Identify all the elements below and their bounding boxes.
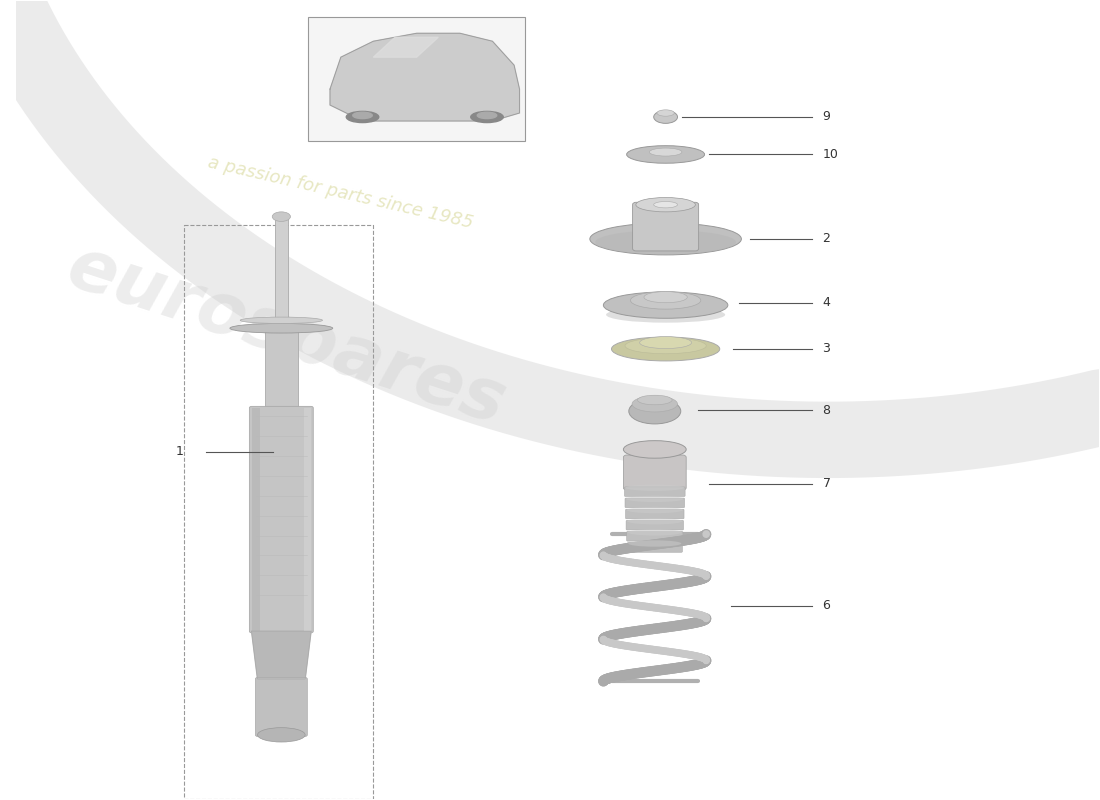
Text: 2: 2	[823, 233, 830, 246]
Ellipse shape	[638, 395, 672, 405]
Ellipse shape	[624, 441, 686, 458]
Ellipse shape	[632, 396, 678, 412]
Text: a passion for parts since 1985: a passion for parts since 1985	[207, 154, 475, 232]
Ellipse shape	[649, 148, 682, 156]
Ellipse shape	[240, 317, 322, 323]
Ellipse shape	[626, 496, 683, 502]
FancyBboxPatch shape	[625, 498, 684, 508]
FancyBboxPatch shape	[252, 408, 261, 631]
Ellipse shape	[626, 485, 684, 491]
Bar	[184, 225, 373, 798]
Ellipse shape	[630, 291, 701, 309]
Ellipse shape	[346, 111, 378, 122]
Ellipse shape	[625, 338, 706, 354]
Ellipse shape	[639, 337, 692, 349]
FancyBboxPatch shape	[627, 531, 683, 541]
Text: 8: 8	[823, 404, 830, 417]
Ellipse shape	[272, 212, 290, 222]
Text: 10: 10	[823, 148, 838, 161]
FancyBboxPatch shape	[255, 678, 307, 737]
Ellipse shape	[629, 398, 681, 424]
Ellipse shape	[657, 110, 674, 116]
Ellipse shape	[595, 230, 736, 254]
Text: 1: 1	[176, 446, 184, 458]
FancyBboxPatch shape	[250, 406, 314, 633]
Text: 6: 6	[823, 599, 830, 612]
FancyBboxPatch shape	[626, 520, 683, 530]
Ellipse shape	[636, 198, 695, 212]
FancyBboxPatch shape	[625, 487, 685, 497]
Ellipse shape	[628, 540, 681, 546]
Ellipse shape	[257, 728, 305, 742]
FancyBboxPatch shape	[627, 542, 682, 552]
Ellipse shape	[604, 292, 728, 318]
FancyBboxPatch shape	[275, 217, 288, 320]
FancyBboxPatch shape	[624, 455, 686, 490]
FancyBboxPatch shape	[626, 510, 684, 518]
Ellipse shape	[590, 223, 741, 255]
Ellipse shape	[627, 146, 705, 163]
Text: 4: 4	[823, 296, 830, 310]
Text: 3: 3	[823, 342, 830, 355]
Text: 7: 7	[823, 478, 830, 490]
Ellipse shape	[627, 518, 682, 524]
Text: eurospares: eurospares	[59, 233, 515, 440]
Bar	[308, 18, 525, 141]
Ellipse shape	[477, 112, 497, 118]
FancyBboxPatch shape	[632, 202, 698, 251]
Ellipse shape	[606, 306, 725, 322]
Ellipse shape	[612, 337, 719, 361]
Ellipse shape	[653, 202, 678, 208]
Ellipse shape	[653, 110, 678, 123]
Polygon shape	[330, 34, 519, 121]
FancyBboxPatch shape	[304, 408, 311, 631]
Ellipse shape	[628, 529, 682, 535]
Ellipse shape	[471, 111, 503, 122]
Text: 9: 9	[823, 110, 830, 123]
Polygon shape	[252, 631, 311, 679]
Polygon shape	[373, 38, 438, 57]
Ellipse shape	[644, 291, 688, 302]
FancyBboxPatch shape	[265, 328, 298, 408]
Ellipse shape	[353, 112, 372, 118]
Ellipse shape	[627, 507, 683, 514]
Ellipse shape	[230, 323, 333, 333]
